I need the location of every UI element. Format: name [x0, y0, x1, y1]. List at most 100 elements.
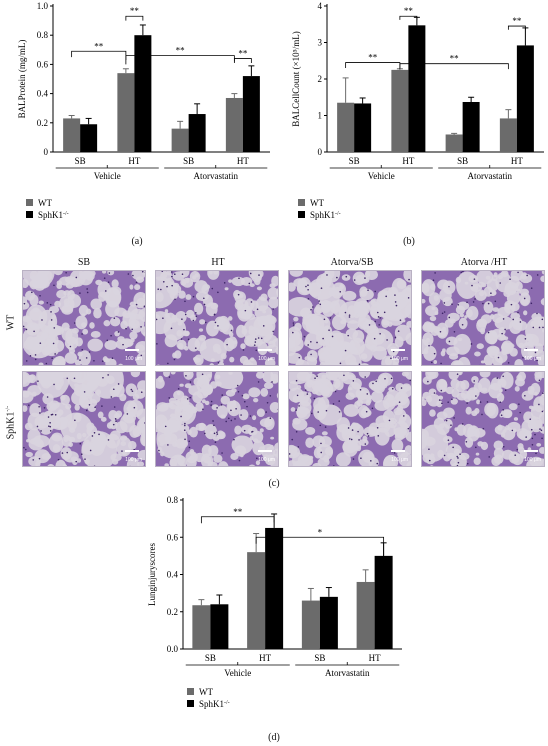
cell-nucleus	[94, 406, 96, 409]
cell-nucleus	[164, 425, 167, 428]
cell-nucleus	[265, 411, 267, 413]
alveolar-space	[289, 271, 303, 277]
cell-nucleus	[459, 453, 461, 455]
chart-lung-injury: 0.0 0.2 0.4 0.6 0.8 Lunginjuryscores SB HT SB HT V…	[147, 495, 402, 709]
y-axis-label: Lunginjuryscores	[147, 543, 157, 606]
cell-nucleus	[296, 394, 299, 397]
cell-nucleus	[373, 337, 376, 340]
cell-nucleus	[479, 364, 481, 365]
cell-nucleus	[31, 291, 33, 294]
cell-nucleus	[25, 360, 28, 362]
cell-nucleus	[226, 343, 228, 346]
significance-bracket	[200, 516, 275, 524]
group-label-atorvastatin: Atorvastatin	[194, 171, 239, 181]
alveolar-space	[218, 461, 229, 466]
alveolar-space	[250, 357, 255, 362]
cell-nucleus	[210, 400, 213, 403]
cell-nucleus	[534, 433, 536, 436]
cell-nucleus	[249, 415, 252, 417]
alveolar-space	[75, 315, 88, 330]
alveolar-space	[198, 328, 204, 332]
alveolar-space	[490, 384, 496, 390]
cell-nucleus	[443, 302, 446, 304]
cell-nucleus	[338, 400, 341, 402]
alveolar-space	[455, 380, 466, 393]
alveolar-space	[231, 435, 254, 455]
cell-nucleus	[364, 443, 367, 445]
cell-nucleus	[103, 277, 106, 279]
bar-wt	[301, 600, 320, 649]
alveolar-space	[293, 316, 299, 322]
cell-nucleus	[243, 400, 246, 403]
alveolar-space	[369, 303, 384, 319]
cell-nucleus	[194, 347, 197, 349]
alveolar-space	[259, 418, 273, 428]
cell-nucleus	[50, 311, 52, 313]
alveolar-space	[513, 417, 519, 421]
y-tick-label: 0	[44, 147, 49, 157]
cell-nucleus	[318, 300, 320, 302]
cell-nucleus	[486, 401, 489, 403]
alveolar-space	[35, 460, 41, 466]
cell-nucleus	[184, 422, 186, 425]
x-tick-label: SB	[314, 653, 325, 663]
cell-nucleus	[443, 454, 446, 457]
cell-nucleus	[85, 409, 88, 412]
cell-nucleus	[364, 376, 367, 378]
cell-nucleus	[75, 460, 78, 463]
cell-nucleus	[217, 325, 219, 327]
cell-nucleus	[110, 396, 113, 398]
cell-nucleus	[230, 409, 232, 412]
cell-nucleus	[186, 398, 189, 400]
alveolar-space	[392, 399, 398, 406]
cell-nucleus	[522, 356, 524, 359]
alveolar-space	[269, 401, 278, 413]
cell-nucleus	[241, 394, 244, 397]
y-tick-label: 0.0	[167, 644, 179, 654]
alveolar-space	[241, 424, 254, 434]
significance-bracket	[399, 15, 418, 20]
cell-nucleus	[439, 330, 442, 333]
cell-nucleus	[441, 312, 444, 315]
x-tick-label: HT	[511, 156, 523, 166]
scale-bar	[524, 450, 538, 452]
alveolar-space	[23, 372, 29, 385]
alveolar-space	[174, 399, 181, 406]
histology-texture	[156, 271, 278, 365]
cell-nucleus	[214, 321, 217, 324]
cell-nucleus	[171, 284, 173, 287]
cell-nucleus	[131, 328, 134, 331]
bar-wt	[499, 118, 517, 152]
alveolar-space	[463, 423, 475, 438]
alveolar-space	[371, 390, 384, 403]
alveolar-space	[103, 357, 111, 363]
cell-nucleus	[250, 301, 253, 303]
alveolar-space	[355, 387, 370, 401]
alveolar-space	[257, 341, 268, 356]
cell-nucleus	[257, 381, 260, 383]
cell-nucleus	[322, 337, 324, 340]
legend-label-sphk1-main: SphK1	[310, 210, 335, 220]
alveolar-space	[332, 314, 347, 331]
cell-nucleus	[445, 419, 448, 422]
alveolar-space	[73, 412, 82, 423]
alveolar-space	[289, 372, 313, 385]
alveolar-space	[65, 403, 72, 410]
cell-nucleus	[502, 318, 505, 320]
alveolar-space	[82, 432, 87, 438]
cell-nucleus	[384, 377, 386, 380]
y-tick-label: 0.4	[167, 570, 179, 580]
alveolar-space	[425, 395, 433, 403]
histology-image-wt-atorva-ht: 100 μm	[421, 270, 545, 366]
alveolar-space	[479, 372, 491, 378]
alveolar-space	[169, 458, 178, 466]
cell-nucleus	[117, 331, 120, 333]
alveolar-space	[61, 327, 73, 341]
cell-nucleus	[40, 430, 42, 432]
alveolar-space	[185, 294, 192, 300]
cell-nucleus	[213, 432, 216, 435]
alveolar-space	[536, 442, 542, 447]
cell-nucleus	[162, 280, 165, 283]
cell-nucleus	[230, 329, 233, 332]
row-ko-sup: -/-	[5, 405, 12, 412]
